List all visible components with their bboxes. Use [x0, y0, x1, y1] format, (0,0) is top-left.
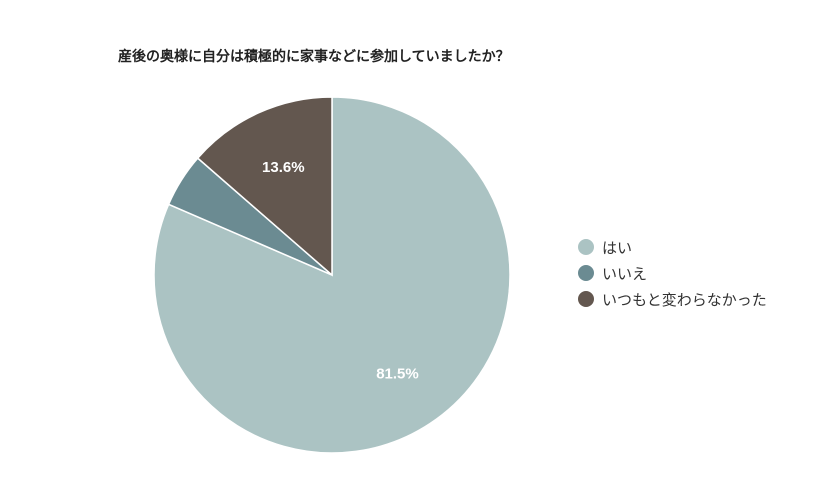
legend-item-iie[interactable]: いいえ — [578, 260, 767, 286]
legend-swatch-hai — [578, 239, 594, 255]
pie-slice-hai-label: 81.5% — [376, 366, 419, 383]
pie-slice-kawaranakatta[interactable] — [196, 96, 333, 277]
chart-title: 産後の奥様に自分は積極的に家事などに参加していましたか？ — [118, 49, 510, 65]
legend-swatch-iie — [578, 265, 594, 281]
legend-item-hai[interactable]: はい — [578, 234, 767, 260]
pie-slice-kawaranakatta-label: 13.6% — [262, 159, 305, 176]
legend-label-hai: はい — [602, 238, 633, 257]
legend: はい いいえ いつもと変わらなかった — [578, 234, 767, 312]
legend-swatch-kawaranakatta — [578, 291, 594, 307]
legend-label-kawaranakatta: いつもと変わらなかった — [602, 290, 767, 309]
legend-label-iie: いいえ — [602, 264, 648, 283]
legend-item-kawaranakatta[interactable]: いつもと変わらなかった — [578, 286, 767, 312]
